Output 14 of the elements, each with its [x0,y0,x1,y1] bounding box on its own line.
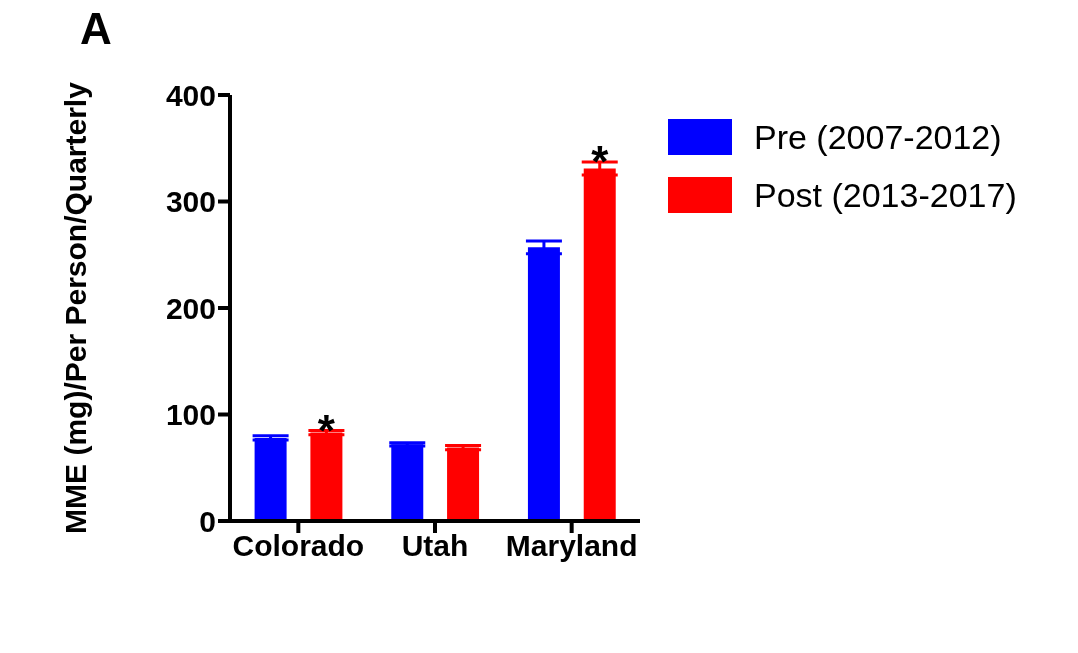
y-tick-label: 100 [165,398,216,432]
bar [391,444,424,521]
legend-label: Pre (2007-2012) [754,117,1002,157]
bar [254,437,287,521]
x-tick-label: Maryland [505,529,638,563]
y-tick-label: 400 [165,78,216,112]
y-tick-label: 300 [165,185,216,219]
x-tick-label: Utah [401,529,469,563]
y-tick-label: 200 [165,291,216,325]
legend-label: Post (2013-2017) [754,175,1017,215]
y-axis-title: MME (mg)/Per Person/Quarterly [58,81,92,534]
text: A [80,4,112,54]
x-tick-label: Colorado [232,529,365,563]
y-tick-label: 0 [199,504,216,538]
